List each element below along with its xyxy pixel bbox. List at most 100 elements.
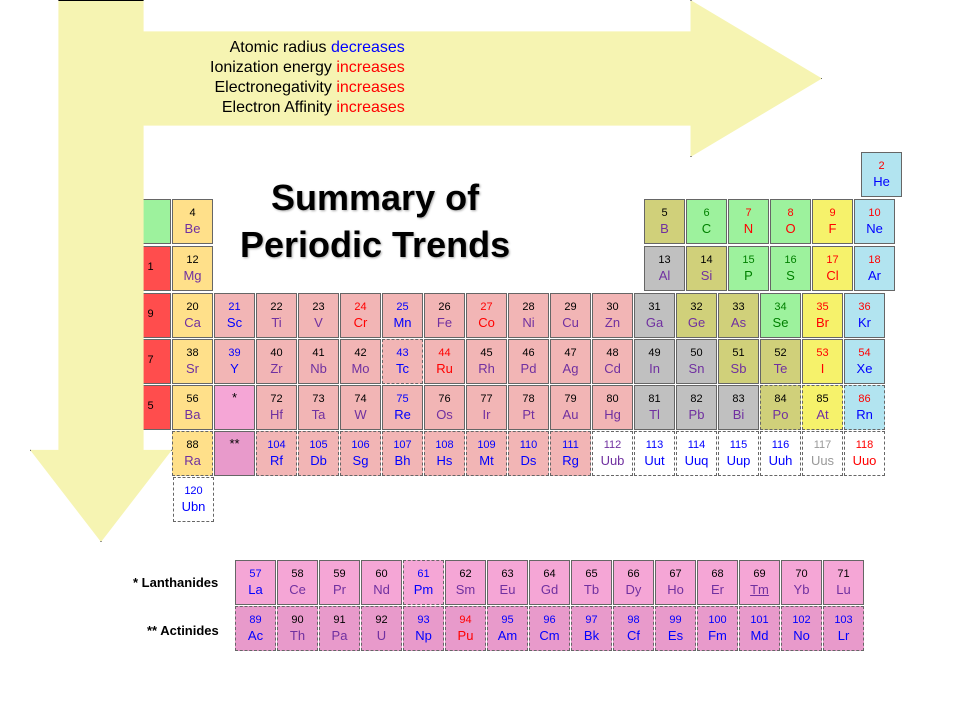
element-cell: 116Uuh bbox=[760, 431, 801, 476]
element-cell: 24Cr bbox=[340, 293, 381, 338]
element-cell: 31Ga bbox=[634, 293, 675, 338]
series-placeholder: ** bbox=[214, 431, 255, 476]
element-cell: 25Mn bbox=[382, 293, 423, 338]
element-cell: 67Ho bbox=[655, 560, 696, 605]
element-cell: 97Bk bbox=[571, 606, 612, 651]
element-cell: 73Ta bbox=[298, 385, 339, 430]
element-cell: 47Ag bbox=[550, 339, 591, 384]
element-cell: 5B bbox=[644, 199, 685, 244]
element-cell: 56Ba bbox=[172, 385, 213, 430]
element-cell: 59Pr bbox=[319, 560, 360, 605]
element-cell: 94Pu bbox=[445, 606, 486, 651]
element-cell: 49In bbox=[634, 339, 675, 384]
element-cell: 46Pd bbox=[508, 339, 549, 384]
element-cell: 85At bbox=[802, 385, 843, 430]
element-cell: 64Gd bbox=[529, 560, 570, 605]
element-cell: 77Ir bbox=[466, 385, 507, 430]
element-cell: 76Os bbox=[424, 385, 465, 430]
element-cell: 33As bbox=[718, 293, 759, 338]
element-cell: 38Sr bbox=[172, 339, 213, 384]
element-cell: 101Md bbox=[739, 606, 780, 651]
element-cell: 51Sb bbox=[718, 339, 759, 384]
element-cell: 75Re bbox=[382, 385, 423, 430]
element-cell: 117Uus bbox=[802, 431, 843, 476]
element-cell: 96Cm bbox=[529, 606, 570, 651]
element-cell: 86Rn bbox=[844, 385, 885, 430]
element-cell: 63Eu bbox=[487, 560, 528, 605]
element-cell: 74W bbox=[340, 385, 381, 430]
element-cell: 6C bbox=[686, 199, 727, 244]
element-cell: 26Fe bbox=[424, 293, 465, 338]
element-cell: 53I bbox=[802, 339, 843, 384]
element-cell: 98Cf bbox=[613, 606, 654, 651]
element-cell: 16S bbox=[770, 246, 811, 291]
element-cell: 62Sm bbox=[445, 560, 486, 605]
element-cell: 48Cd bbox=[592, 339, 633, 384]
element-cell: 93Np bbox=[403, 606, 444, 651]
element-cell: 103Lr bbox=[823, 606, 864, 651]
element-cell: 29Cu bbox=[550, 293, 591, 338]
element-cell: 45Rh bbox=[466, 339, 507, 384]
element-cell: 65Tb bbox=[571, 560, 612, 605]
element-cell: 34Se bbox=[760, 293, 801, 338]
element-cell: 18Ar bbox=[854, 246, 895, 291]
element-cell: 39Y bbox=[214, 339, 255, 384]
element-cell: 69Tm bbox=[739, 560, 780, 605]
element-cell: 91Pa bbox=[319, 606, 360, 651]
element-cell: 82Pb bbox=[676, 385, 717, 430]
element-cell: 60Nd bbox=[361, 560, 402, 605]
element-cell: 50Sn bbox=[676, 339, 717, 384]
element-cell: 114Uuq bbox=[676, 431, 717, 476]
element-cell: 72Hf bbox=[256, 385, 297, 430]
element-cell: 10Ne bbox=[854, 199, 895, 244]
element-cell: 88Ra bbox=[172, 431, 213, 476]
element-cell: 28Ni bbox=[508, 293, 549, 338]
element-cell: 107Bh bbox=[382, 431, 423, 476]
element-cell: 84Po bbox=[760, 385, 801, 430]
element-cell: 17Cl bbox=[812, 246, 853, 291]
element-cell: 109Mt bbox=[466, 431, 507, 476]
vertical-trends-text: Atomic radius increasesIonization energy… bbox=[0, 0, 60, 110]
element-cell: 78Pt bbox=[508, 385, 549, 430]
element-cell: 2He bbox=[861, 152, 902, 197]
element-cell: 92U bbox=[361, 606, 402, 651]
element-cell: 89Ac bbox=[235, 606, 276, 651]
element-cell: 52Te bbox=[760, 339, 801, 384]
element-cell: 99Es bbox=[655, 606, 696, 651]
element-cell: 100Fm bbox=[697, 606, 738, 651]
element-cell: 71Lu bbox=[823, 560, 864, 605]
element-cell: 41Nb bbox=[298, 339, 339, 384]
element-cell: 21Sc bbox=[214, 293, 255, 338]
element-cell: 83Bi bbox=[718, 385, 759, 430]
element-cell: 23V bbox=[298, 293, 339, 338]
element-cell: 20Ca bbox=[172, 293, 213, 338]
page-title: Summary ofPeriodic Trends bbox=[240, 175, 510, 269]
element-cell: 110Ds bbox=[508, 431, 549, 476]
element-cell: 113Uut bbox=[634, 431, 675, 476]
element-cell: 90Th bbox=[277, 606, 318, 651]
element-cell: 102No bbox=[781, 606, 822, 651]
element-cell: 57La bbox=[235, 560, 276, 605]
element-cell: 14Si bbox=[686, 246, 727, 291]
element-cell: 61Pm bbox=[403, 560, 444, 605]
element-cell: 70Yb bbox=[781, 560, 822, 605]
element-cell: 44Ru bbox=[424, 339, 465, 384]
element-cell: 115Uup bbox=[718, 431, 759, 476]
lanthanides-label: * Lanthanides bbox=[133, 575, 218, 590]
element-cell: 120Ubn bbox=[173, 477, 214, 522]
element-cell: 42Mo bbox=[340, 339, 381, 384]
horizontal-trends-text: Atomic radius decreasesIonization energy… bbox=[210, 38, 405, 118]
element-cell: 32Ge bbox=[676, 293, 717, 338]
series-placeholder: * bbox=[214, 385, 255, 430]
element-cell: 9F bbox=[812, 199, 853, 244]
element-cell: 66Dy bbox=[613, 560, 654, 605]
element-cell: 104Rf bbox=[256, 431, 297, 476]
element-cell: 81Tl bbox=[634, 385, 675, 430]
element-cell: 12Mg bbox=[172, 246, 213, 291]
element-cell: 108Hs bbox=[424, 431, 465, 476]
element-cell: 22Ti bbox=[256, 293, 297, 338]
element-cell: 43Tc bbox=[382, 339, 423, 384]
element-cell: 7N bbox=[728, 199, 769, 244]
element-cell: 54Xe bbox=[844, 339, 885, 384]
element-cell: 111Rg bbox=[550, 431, 591, 476]
